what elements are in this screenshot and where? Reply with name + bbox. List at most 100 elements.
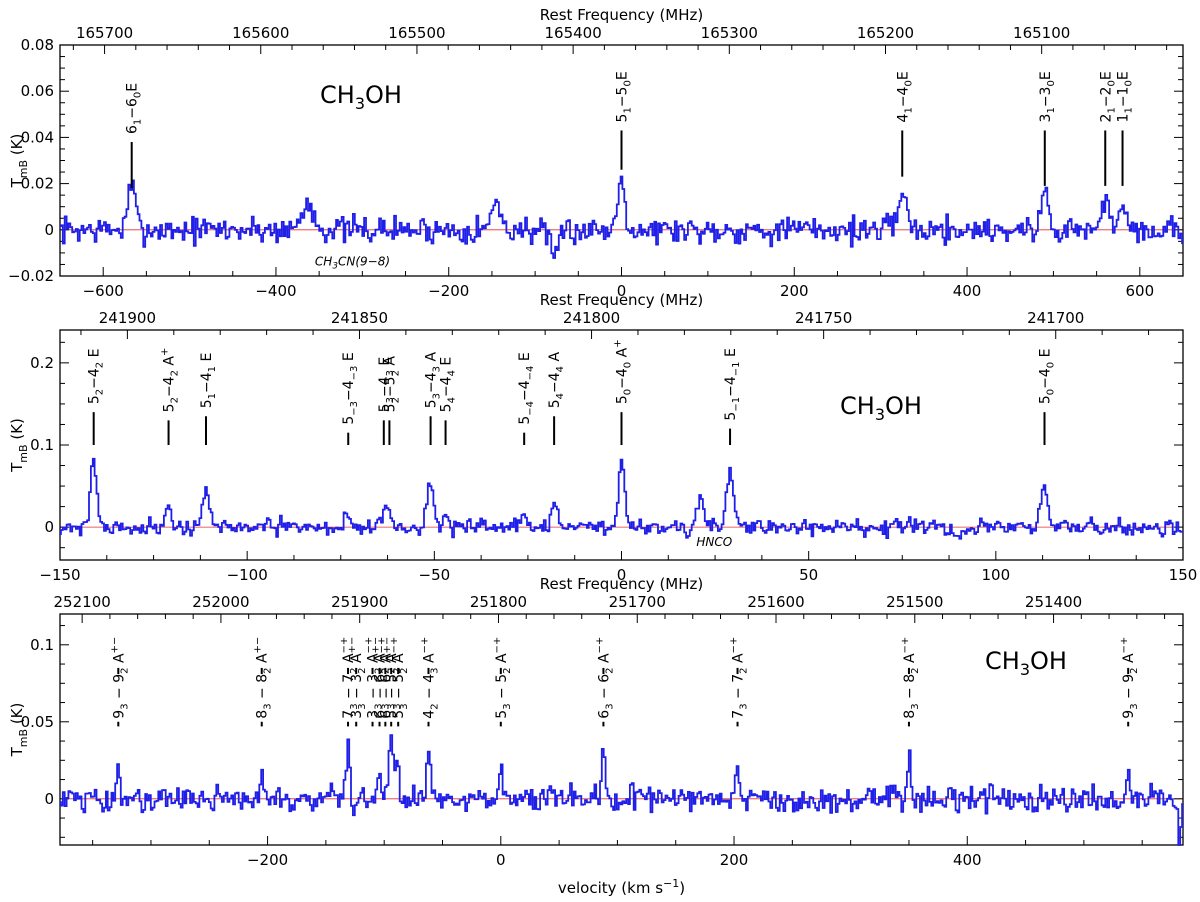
transition-label: 5−3​−4−3​ E	[341, 352, 360, 424]
x-tick-label: 0	[496, 851, 506, 869]
y-tick-label: 0	[44, 221, 54, 239]
y-tick-label: 0.04	[21, 128, 54, 146]
y-tick-label: 0.1	[30, 436, 54, 454]
transition-label: 54​−44​ A	[547, 351, 566, 408]
transition-label: 50​−40​ A+​	[613, 339, 634, 404]
transition-label: 83​ − 82​ A−+​	[900, 637, 921, 719]
y-tick-label: 0.08	[21, 36, 54, 54]
transition-label: 93​ − 92​ A−+​	[1119, 637, 1140, 719]
transition-label: 21​−20​E	[1098, 71, 1117, 122]
top-tick-label: 252100	[54, 593, 111, 611]
molecule-label: CH3OH	[840, 392, 922, 424]
top-tick-label: 251900	[331, 593, 388, 611]
x-tick-label: 200	[720, 851, 749, 869]
y-tick-label: 0.1	[30, 636, 54, 654]
top-tick-label: 241800	[563, 309, 620, 327]
top-tick-label: 251400	[1025, 593, 1082, 611]
transition-label: 61​−60​E	[125, 83, 144, 134]
transition-label: 53​−43​ A	[424, 351, 443, 408]
transition-label: 93​ − 92​ A+−​	[109, 637, 130, 719]
top-tick-label: 241900	[99, 309, 156, 327]
molecule-label: CH3OH	[320, 81, 402, 113]
top-tick-label: 251600	[747, 593, 804, 611]
spectrum-series	[60, 457, 1183, 540]
top-axis-label: Rest Frequency (MHz)	[540, 291, 704, 309]
x-tick-label: 600	[1125, 282, 1154, 300]
x-tick-label: 0	[617, 566, 627, 584]
spectrum-series	[60, 734, 1183, 846]
transition-label: 51​−50​E	[615, 71, 634, 122]
top-tick-label: 165300	[701, 24, 758, 42]
transition-label: 52​−42​ E	[87, 349, 106, 405]
transition-label: 5−4​−4−4​ E	[517, 352, 536, 424]
transition-label: 53​ − 52​ A−+​	[492, 637, 513, 719]
transition-label: 54​−44​ E	[439, 357, 458, 413]
y-tick-label: 0.05	[21, 713, 54, 731]
top-tick-label: 241700	[1027, 309, 1084, 327]
transition-label: 11​−10​E	[1116, 71, 1135, 122]
x-tick-label: −200	[247, 851, 288, 869]
x-tick-label: 100	[982, 566, 1011, 584]
top-tick-label: 251800	[470, 593, 527, 611]
x-tick-label: −600	[83, 282, 124, 300]
top-tick-label: 165100	[1013, 24, 1070, 42]
plot-frame	[59, 613, 1184, 846]
x-tick-label: −150	[39, 566, 80, 584]
transition-label: 83​ − 82​ A+−​	[253, 637, 274, 719]
x-axis-label: velocity (km s−1)	[558, 877, 685, 897]
transition-label: 42​ − 43​ A−+​	[420, 637, 441, 719]
transition-label: 5−1​−4−1​ E	[723, 348, 742, 420]
transition-label: 41​−40​E	[895, 71, 914, 122]
transition-label: 73​ − 72​ A−+​	[729, 637, 750, 719]
x-tick-label: 400	[953, 851, 982, 869]
blend-annotation: CH3CN(9−8)	[315, 255, 390, 272]
blend-annotation: HNCO	[696, 535, 732, 549]
top-tick-label: 251500	[886, 593, 943, 611]
x-tick-label: −50	[419, 566, 451, 584]
y-tick-label: −0.02	[8, 267, 54, 285]
transition-label: 31​−30​E	[1038, 71, 1057, 122]
top-tick-label: 241750	[795, 309, 852, 327]
transition-label: 33​ − 32​ A+−​	[347, 637, 368, 719]
x-tick-label: 200	[780, 282, 809, 300]
top-tick-label: 165600	[232, 24, 289, 42]
transition-label: 63​ − 62​ A+−​	[371, 637, 392, 719]
transition-label: 52​−52​ A	[382, 356, 401, 413]
y-tick-label: 0.06	[21, 82, 54, 100]
transition-label: 50​−40​ E	[1037, 349, 1056, 405]
top-tick-label: 165700	[76, 24, 133, 42]
top-tick-label: 165400	[544, 24, 601, 42]
y-tick-label: 0	[44, 790, 54, 808]
transition-label: 53​−43​ E	[377, 357, 396, 413]
panel-1: −600 −400 −200 0 200 400 600 −0.02 0 0.02 0.04 0.06…	[8, 6, 1184, 300]
panel-3: −200 0 200 400 0 0.05 0.1 252100 252000 251900 251…	[8, 575, 1184, 897]
x-tick-label: 150	[1169, 566, 1198, 584]
top-axis-label: Rest Frequency (MHz)	[540, 6, 704, 24]
molecule-label: CH3OH	[985, 647, 1067, 679]
top-tick-label: 165500	[388, 24, 445, 42]
top-tick-label: 251700	[609, 593, 666, 611]
top-tick-label: 241850	[331, 309, 388, 327]
panel-2: −150 −100 −50 0 50 100 150 0 0.1 0.2 241900 241850 2…	[8, 291, 1197, 584]
x-tick-label: −200	[428, 282, 469, 300]
y-axis-label: TmB (K)	[8, 418, 30, 473]
spectrum-series	[60, 175, 1183, 259]
x-tick-label: −400	[255, 282, 296, 300]
transition-label: 63​ − 62​ A−+​	[594, 637, 615, 719]
transition-label: 73​ − 72​ A−+​	[339, 637, 360, 719]
x-tick-label: 0	[617, 282, 627, 300]
y-tick-label: 0.02	[21, 175, 54, 193]
transition-label: 52​−42​ A+​	[160, 348, 181, 413]
transition-label: 51​−41​ E	[199, 353, 218, 409]
y-tick-label: 0	[44, 518, 54, 536]
top-axis-label: Rest Frequency (MHz)	[540, 575, 704, 593]
y-axis-label: TmB (K)	[8, 703, 30, 758]
top-tick-label: 165200	[857, 24, 914, 42]
y-axis-label: TmB (K)	[8, 134, 30, 189]
transition-label: 53​ − 52​ A−+​	[389, 637, 410, 719]
top-tick-label: 252000	[192, 593, 249, 611]
x-tick-label: 50	[799, 566, 818, 584]
y-tick-label: 0.2	[30, 354, 54, 372]
x-tick-label: 400	[953, 282, 982, 300]
